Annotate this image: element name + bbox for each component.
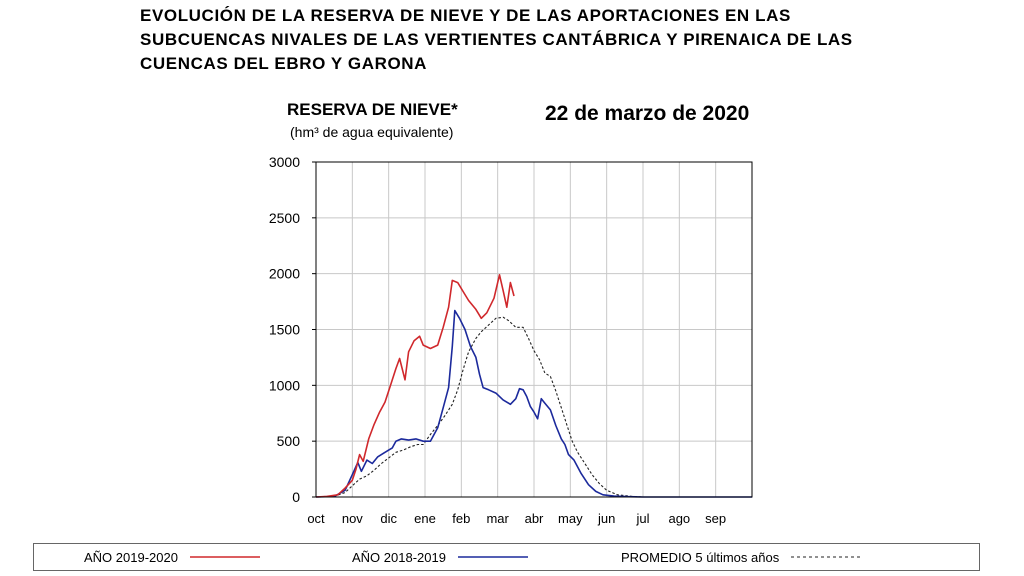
x-tick-label: oct <box>307 511 325 526</box>
y-tick-label: 0 <box>292 489 300 505</box>
y-tick-label: 500 <box>277 433 301 449</box>
main-title: EVOLUCIÓN DE LA RESERVA DE NIEVE Y DE LA… <box>140 4 940 76</box>
legend-label-promedio: PROMEDIO 5 últimos años <box>621 549 780 565</box>
x-tick-label: abr <box>525 511 544 526</box>
main-title-line-1: EVOLUCIÓN DE LA RESERVA DE NIEVE Y DE LA… <box>140 6 791 25</box>
y-tick-label: 3000 <box>269 154 300 170</box>
x-tick-label: feb <box>452 511 470 526</box>
x-tick-label: nov <box>342 511 363 526</box>
chart-grid <box>316 162 752 497</box>
legend-label-2018-2019: AÑO 2018-2019 <box>352 549 446 565</box>
snow-reserve-chart: 0 500 1000 1500 2000 2500 3000 oct nov dic ene feb… <box>269 154 753 526</box>
legend-swatch-2019-2020 <box>189 556 260 558</box>
legend: AÑO 2019-2020 AÑO 2018-2019 PROMEDIO 5 ú… <box>33 543 980 571</box>
y-tick-label: 1000 <box>269 377 300 393</box>
y-tick-label: 2000 <box>269 266 300 282</box>
series-line-1 <box>315 309 752 498</box>
main-title-line-2: SUBCUENCAS NIVALES DE LAS VERTIENTES CAN… <box>140 30 853 49</box>
legend-item-2019-2020: AÑO 2019-2020 <box>84 544 260 570</box>
series-layer <box>315 274 752 498</box>
series-line-2 <box>315 316 752 498</box>
x-tick-label: ene <box>414 511 436 526</box>
x-tick-label: ago <box>668 511 690 526</box>
x-tick-label: may <box>558 511 583 526</box>
legend-item-promedio: PROMEDIO 5 últimos años <box>621 544 862 570</box>
chart-title: RESERVA DE NIEVE* <box>287 100 458 119</box>
x-tick-label: jul <box>635 511 649 526</box>
y-tick-label: 1500 <box>269 322 300 338</box>
legend-label-2019-2020: AÑO 2019-2020 <box>84 549 178 565</box>
y-axis: 0 500 1000 1500 2000 2500 3000 <box>269 154 316 505</box>
x-tick-label: dic <box>380 511 397 526</box>
x-tick-label: mar <box>486 511 509 526</box>
main-title-line-3: CUENCAS DEL EBRO Y GARONA <box>140 54 428 73</box>
legend-swatch-promedio <box>791 556 862 558</box>
x-tick-label: jun <box>597 511 615 526</box>
chart-date: 22 de marzo de 2020 <box>545 102 750 125</box>
legend-item-2018-2019: AÑO 2018-2019 <box>352 544 528 570</box>
y-tick-label: 2500 <box>269 210 300 226</box>
x-tick-label: sep <box>705 511 726 526</box>
x-axis: oct nov dic ene feb mar abr may jun jul ago sep <box>307 511 726 526</box>
chart-subtitle: (hm³ de agua equivalente) <box>290 124 454 140</box>
series-line-0 <box>315 274 515 498</box>
legend-swatch-2018-2019 <box>457 556 528 558</box>
